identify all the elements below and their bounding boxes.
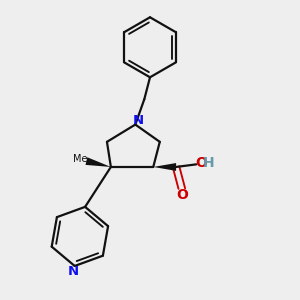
Text: Me: Me <box>73 154 87 164</box>
Text: O: O <box>196 156 208 170</box>
Text: N: N <box>132 113 143 127</box>
Polygon shape <box>153 163 176 171</box>
Text: O: O <box>176 188 188 202</box>
Text: N: N <box>68 265 79 278</box>
Text: H: H <box>203 156 214 170</box>
Polygon shape <box>85 157 111 167</box>
